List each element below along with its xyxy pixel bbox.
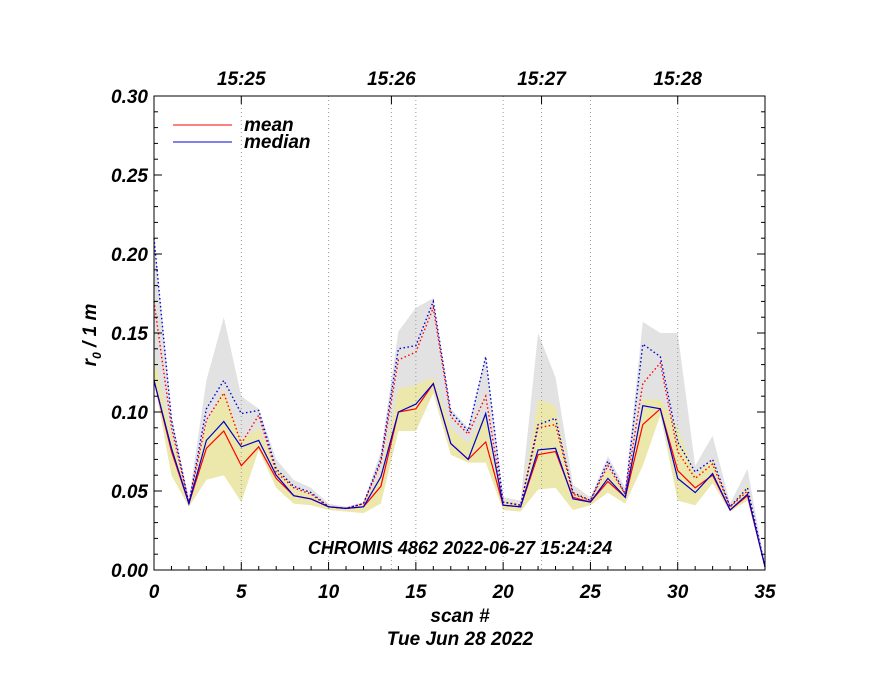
legend: mean median [173,115,311,153]
y-tick-label: 0.05 [111,482,148,503]
gray-band [154,235,765,567]
axis-ticks [153,95,766,571]
x-tick-label: 35 [754,582,776,603]
y-tick-label: 0.15 [111,324,148,345]
y-tick-label: 0.25 [111,166,148,187]
tick-labels: 0 5 10 15 20 25 30 35 0.00 0.05 0.10 0.15 0.20 0.25 0.… [111,69,776,603]
top-axis-label: 15:27 [517,69,567,90]
x-tick-label: 20 [492,582,515,603]
vertical-grid [240,96,679,570]
legend-label-median: median [244,132,311,153]
x-tick-label: 25 [579,582,602,603]
x-tick-label: 15 [405,582,427,603]
y-tick-label: 0.10 [111,403,148,424]
x-tick-label: 0 [149,582,160,603]
y-axis-label-unit: / 1 m [80,304,101,353]
x-tick-label: 5 [236,582,247,603]
confidence-bands [154,235,765,567]
date-label: Tue Jun 28 2022 [387,629,534,650]
x-axis-label: scan # [430,606,490,627]
y-tick-label: 0.20 [111,245,148,266]
x-tick-label: 10 [318,582,340,603]
y-axis-label-subscript: 0 [90,352,104,359]
series-line-median [153,380,766,567]
series-line-mean-dotted [153,301,766,567]
y-axis-label: r0 / 1 m [80,304,104,367]
x-tick-label: 30 [667,582,689,603]
series-line-median-dotted [153,238,766,567]
top-axis-label: 15:25 [217,69,266,90]
yellow-band [154,356,765,567]
y-tick-label: 0.30 [111,87,148,108]
y-axis-label-symbol: r [80,357,101,366]
top-axis-label: 15:26 [367,69,416,90]
data-series [153,238,766,567]
y-tick-label: 0.00 [111,561,148,582]
legend-label-mean: mean [244,115,294,136]
chart-title: CHROMIS 4862 2022-06-27 15:24:24 [308,538,612,558]
top-axis-label: 15:28 [653,69,702,90]
